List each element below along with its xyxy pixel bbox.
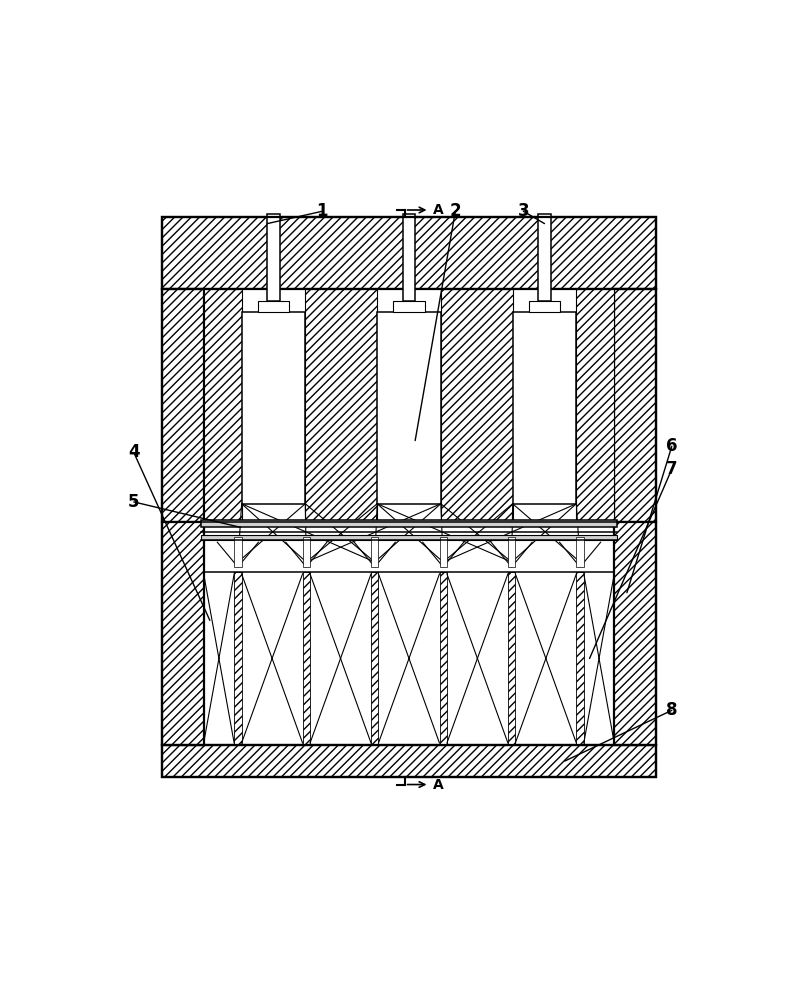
Bar	[440, 572, 447, 745]
Bar	[161, 217, 656, 777]
Bar	[161, 522, 203, 745]
Bar	[203, 289, 242, 522]
Bar	[242, 312, 306, 504]
Bar	[302, 537, 310, 567]
Bar	[393, 301, 425, 312]
Bar	[161, 289, 203, 522]
Text: 1: 1	[317, 202, 328, 220]
Bar	[306, 289, 377, 522]
Text: 3: 3	[518, 202, 529, 220]
Text: 2: 2	[449, 202, 461, 220]
Bar	[614, 522, 657, 745]
Bar	[508, 537, 516, 567]
Bar	[614, 289, 657, 522]
Bar	[440, 537, 447, 567]
Bar	[203, 289, 614, 522]
Bar	[234, 537, 242, 567]
Bar	[508, 572, 516, 745]
Bar	[576, 537, 584, 567]
Bar	[302, 572, 310, 745]
Bar	[161, 217, 656, 777]
Bar	[528, 301, 560, 312]
Bar	[161, 745, 656, 777]
Text: 8: 8	[666, 701, 678, 719]
Bar	[512, 312, 576, 504]
Bar	[267, 214, 279, 301]
Text: A: A	[433, 203, 443, 217]
Text: 4: 4	[128, 443, 140, 461]
Bar	[203, 289, 614, 522]
Bar	[200, 535, 618, 540]
Bar	[371, 537, 378, 567]
Bar	[161, 217, 656, 289]
Bar	[200, 520, 618, 527]
Bar	[377, 312, 440, 504]
Text: 7: 7	[666, 460, 678, 478]
Bar	[576, 572, 584, 745]
Bar	[576, 289, 614, 522]
Text: 6: 6	[666, 437, 678, 455]
Text: A: A	[433, 778, 443, 792]
Text: 5: 5	[128, 493, 140, 511]
Bar	[403, 214, 415, 301]
Bar	[440, 289, 512, 522]
Bar	[234, 572, 242, 745]
Bar	[258, 301, 290, 312]
Bar	[539, 214, 551, 301]
Bar	[371, 572, 378, 745]
